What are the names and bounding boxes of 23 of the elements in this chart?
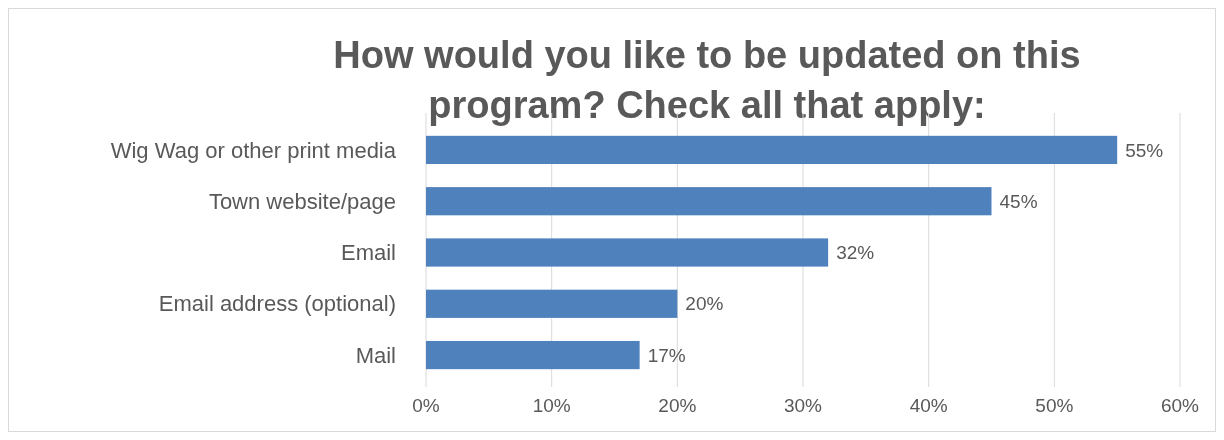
bar bbox=[426, 187, 992, 216]
y-tick-label: Email bbox=[340, 240, 396, 266]
data-label: 45% bbox=[999, 190, 1038, 212]
data-label: 20% bbox=[685, 293, 724, 315]
x-tick-label: 0% bbox=[412, 395, 440, 416]
bar bbox=[426, 238, 829, 267]
data-label: 55% bbox=[1125, 139, 1164, 161]
y-tick-label: Town website/page bbox=[208, 188, 396, 214]
data-label: 17% bbox=[647, 344, 686, 366]
y-tick-label: Mail bbox=[355, 342, 396, 368]
y-tick-label: Wig Wag or other print media bbox=[110, 137, 397, 163]
x-tick-label: 10% bbox=[532, 395, 571, 416]
bar bbox=[426, 135, 1118, 165]
x-tick-label: 40% bbox=[909, 395, 948, 416]
x-tick-label: 20% bbox=[658, 395, 697, 416]
chart-title: How would you like to be updated on this program? Check all that apply: bbox=[333, 34, 1081, 126]
data-label: 32% bbox=[836, 242, 875, 264]
y-tick-label: Email address (optional) bbox=[158, 291, 396, 317]
bar bbox=[426, 289, 678, 318]
bar bbox=[426, 340, 640, 370]
x-tick-label: 30% bbox=[783, 395, 823, 416]
x-tick-label: 60% bbox=[1160, 395, 1200, 416]
x-tick-label: 50% bbox=[1035, 395, 1074, 416]
